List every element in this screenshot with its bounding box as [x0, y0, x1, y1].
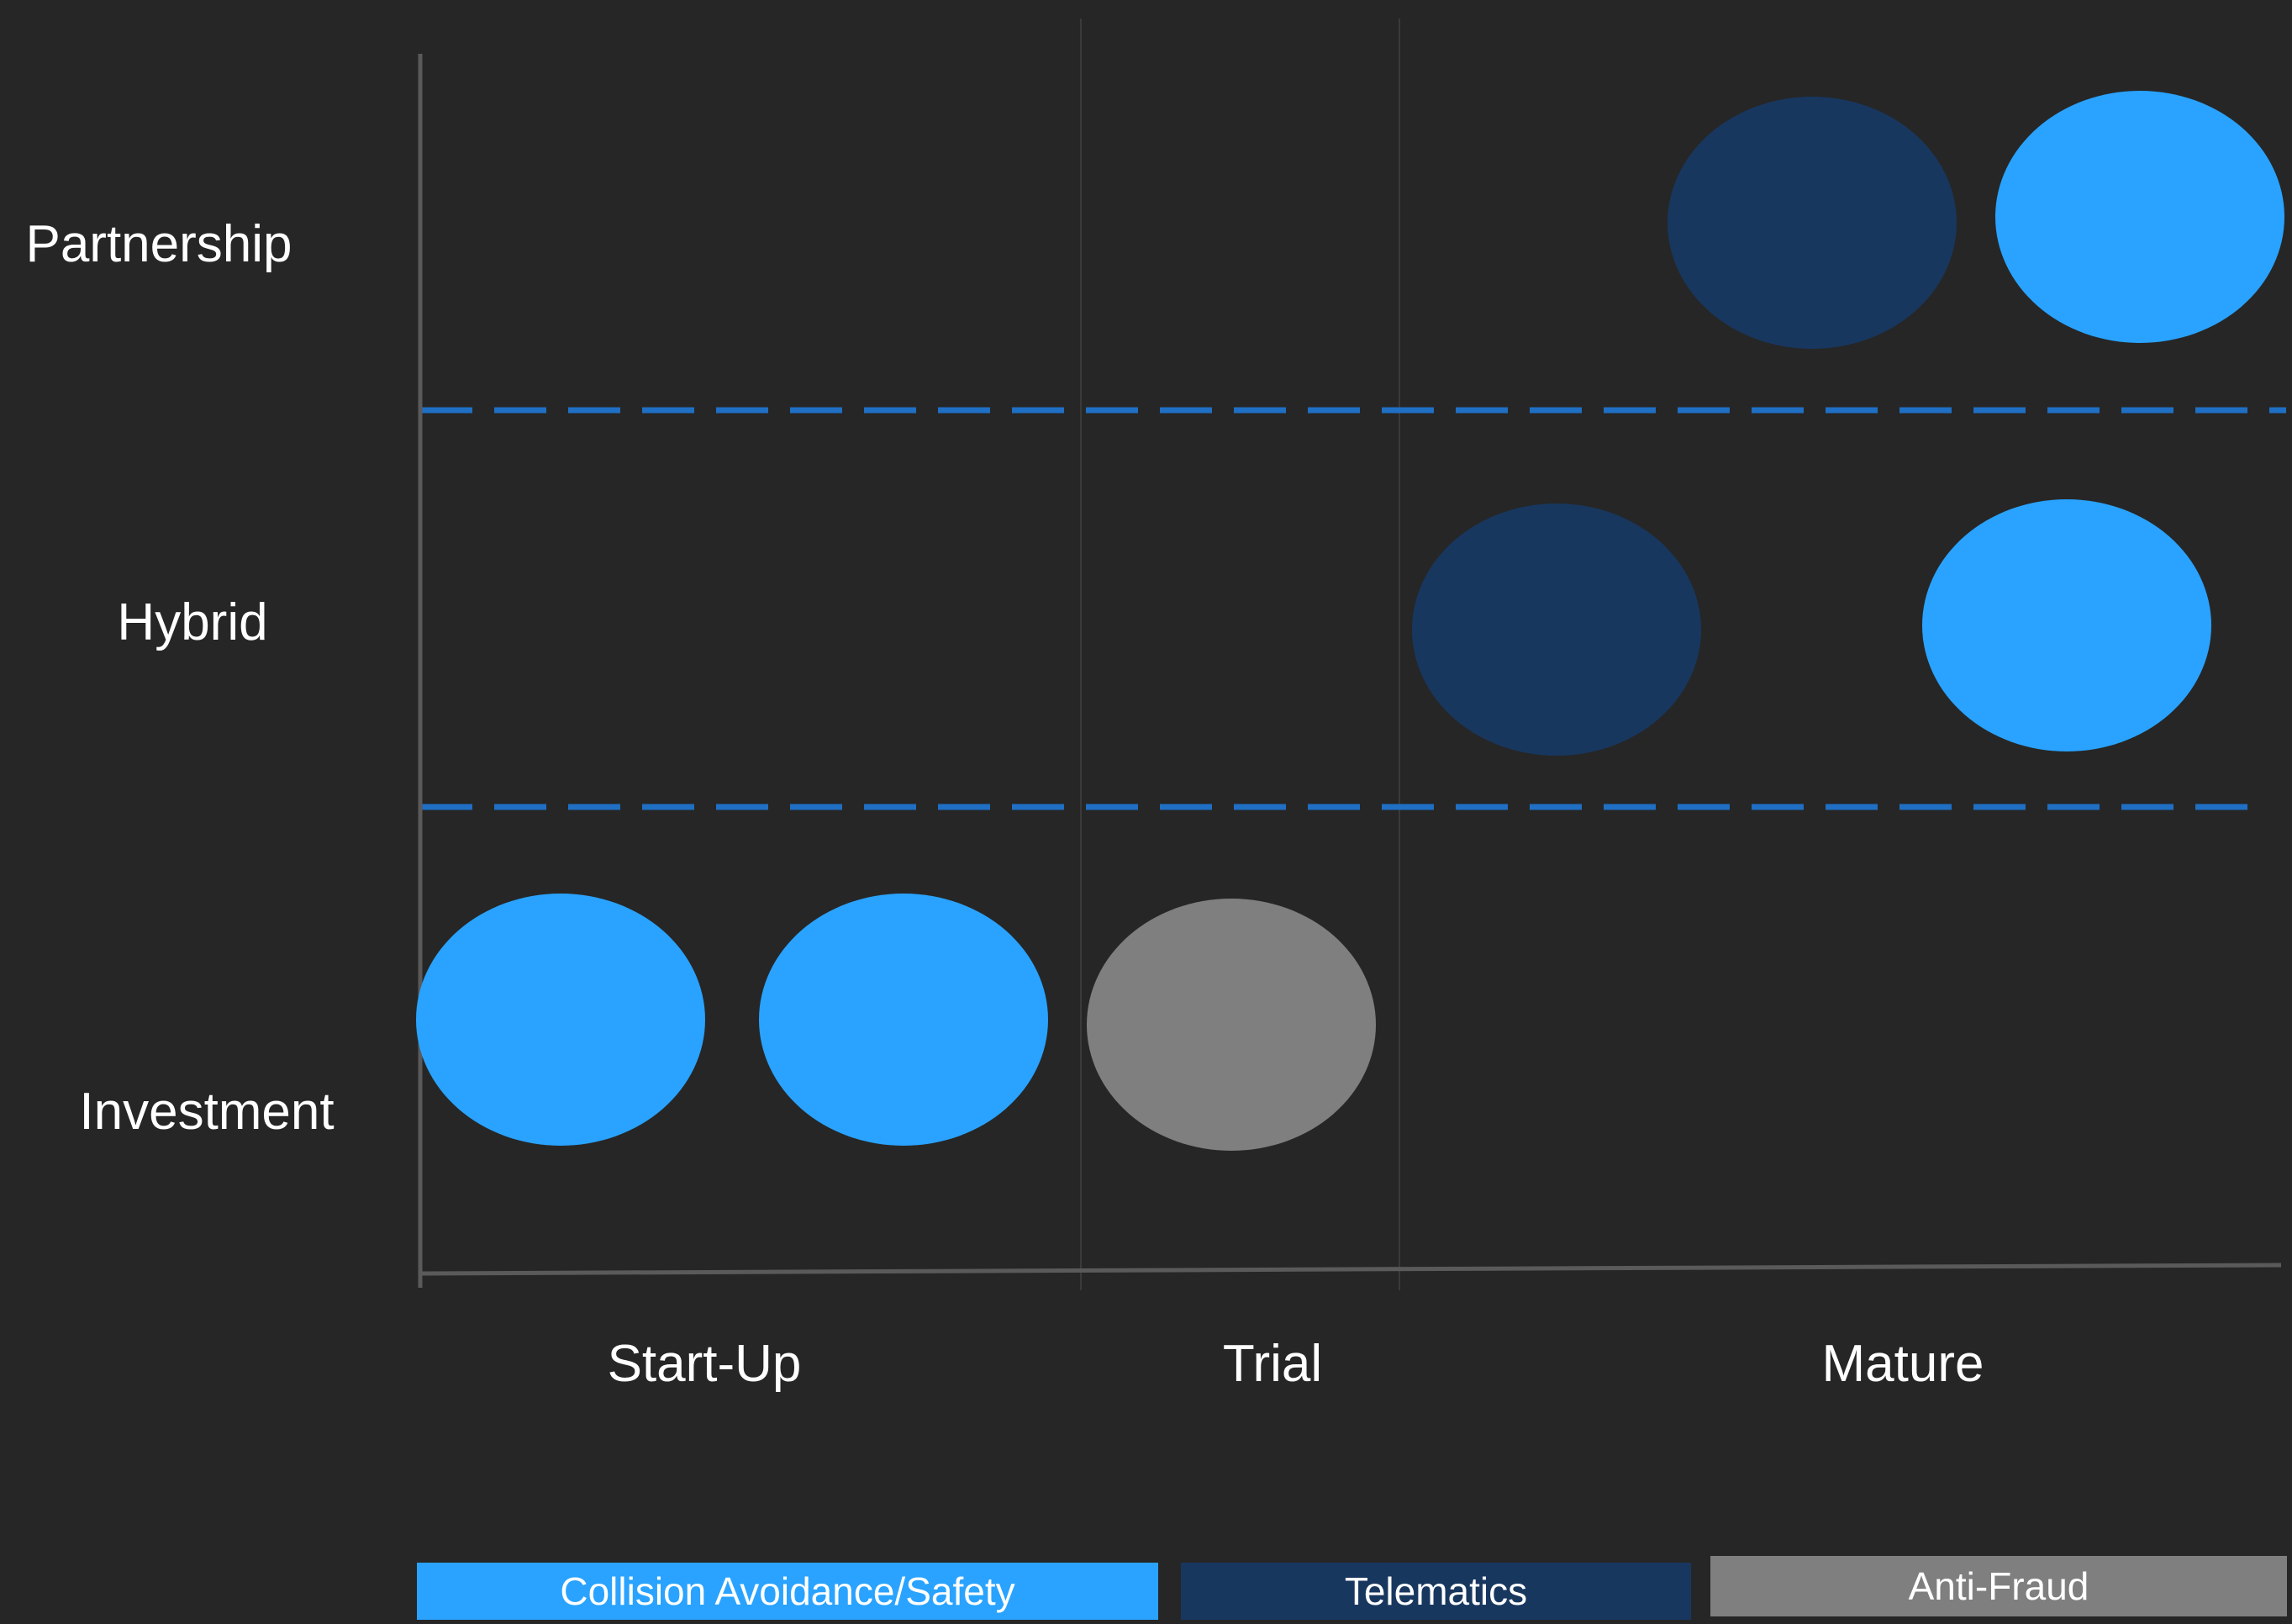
bubble-partnership-mature-collision: [1995, 91, 2284, 343]
column-label-startup: Start-Up: [607, 1335, 802, 1393]
x-axis: [419, 1263, 2282, 1276]
legend-label-telematics: Telematics: [1344, 1569, 1528, 1613]
row-label-investment: Investment: [79, 1083, 335, 1141]
legend-item-telematics: Telematics: [1181, 1563, 1691, 1620]
bubble-hybrid-mature-telematics: [1412, 504, 1701, 756]
legend-item-collision: Collision Avoidance/Safety: [417, 1563, 1158, 1620]
bubble-hybrid-mature-collision: [1922, 499, 2211, 751]
bubble-investment-trial-antifraud: [1087, 899, 1376, 1151]
bubble-investment-startup-collision-1: [416, 894, 705, 1146]
legend-label-collision: Collision Avoidance/Safety: [560, 1569, 1015, 1613]
column-label-mature: Mature: [1821, 1335, 1984, 1393]
legend-label-antifraud: Anti-Fraud: [1908, 1564, 2089, 1608]
row-label-partnership: Partnership: [25, 215, 292, 273]
row-label-hybrid: Hybrid: [117, 593, 268, 651]
bubble-investment-startup-collision-2: [759, 894, 1048, 1146]
legend-item-antifraud: Anti-Fraud: [1710, 1556, 2287, 1616]
bubble-partnership-mature-telematics: [1668, 97, 1957, 349]
column-label-trial: Trial: [1222, 1335, 1323, 1393]
